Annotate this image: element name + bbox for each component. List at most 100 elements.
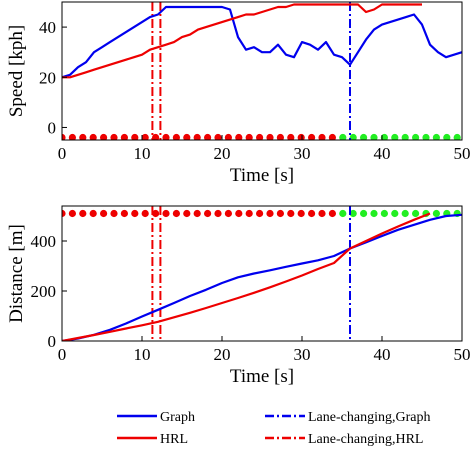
status-marker (89, 209, 97, 218)
legend-label: Graph (160, 410, 195, 425)
status-marker (360, 209, 368, 218)
status-marker (308, 133, 316, 140)
status-marker (214, 133, 222, 140)
status-marker (235, 133, 243, 140)
status-marker (266, 133, 274, 140)
status-marker (110, 209, 118, 218)
status-marker (172, 133, 180, 140)
status-marker (328, 209, 336, 218)
status-marker (349, 133, 357, 140)
status-marker (276, 209, 284, 218)
x-tick-label: 50 (454, 345, 471, 364)
status-marker (318, 133, 326, 140)
status-marker (297, 133, 305, 140)
status-marker (443, 133, 451, 140)
series-graph-line (62, 213, 462, 341)
status-marker (120, 133, 128, 140)
x-tick-label: 0 (58, 144, 67, 163)
status-marker (370, 133, 378, 140)
distance-plot: 0 10 20 30 40 50 0 200 400 Time [s] Distance [m] (6, 205, 471, 387)
status-marker (432, 133, 440, 140)
status-marker (131, 209, 139, 218)
y-tick-label: 0 (48, 118, 57, 137)
status-marker (256, 209, 264, 218)
x-tick-label: 30 (294, 144, 311, 163)
status-marker (204, 133, 212, 140)
x-axis-label: Time [s] (230, 165, 294, 186)
status-marker (297, 209, 305, 218)
status-marker (339, 209, 347, 218)
status-marker (152, 133, 160, 140)
legend-label: HRL (160, 432, 188, 447)
status-marker (235, 209, 243, 218)
x-tick-label: 0 (58, 345, 67, 364)
status-marker (360, 133, 368, 140)
status-marker (79, 209, 87, 218)
status-marker (141, 209, 149, 218)
status-marker (79, 133, 87, 140)
status-marker (391, 209, 399, 218)
legend-label: Lane-changing,HRL (308, 432, 423, 447)
x-tick-label: 30 (294, 345, 311, 364)
status-marker (245, 209, 253, 218)
status-marker (110, 133, 118, 140)
status-marker (276, 133, 284, 140)
status-marker (370, 209, 378, 218)
status-marker (89, 133, 97, 140)
y-tick-label: 20 (39, 68, 56, 87)
status-marker (339, 133, 347, 140)
x-tick-label: 20 (214, 345, 231, 364)
axes-frame (61, 1, 463, 141)
status-marker (204, 209, 212, 218)
plot-area (62, 2, 462, 140)
y-axis-label: Speed [kph] (6, 25, 27, 117)
status-marker (62, 209, 66, 218)
status-marker (100, 209, 108, 218)
status-marker (432, 209, 440, 218)
status-marker (308, 209, 316, 218)
status-marker (224, 209, 232, 218)
x-tick-label: 50 (454, 144, 471, 163)
legend-label: Lane-changing,Graph (308, 410, 430, 425)
status-marker (141, 133, 149, 140)
series-hrl-line (62, 212, 431, 341)
status-marker (183, 209, 191, 218)
status-marker (68, 209, 76, 218)
x-axis-label: Time [s] (230, 366, 294, 387)
y-tick-label: 40 (39, 18, 56, 37)
status-marker (162, 133, 170, 140)
status-marker (412, 133, 420, 140)
legend: Graph Lane-changing,Graph HRL Lane-changing… (117, 410, 430, 447)
status-marker (401, 209, 409, 218)
status-marker (245, 133, 253, 140)
status-marker (162, 209, 170, 218)
x-tick-label: 10 (134, 345, 151, 364)
y-tick-label: 200 (31, 282, 57, 301)
status-marker (422, 133, 430, 140)
speed-plot: 0 10 20 30 40 50 0 20 40 Time [s] Speed [kph] (6, 1, 471, 186)
status-marker (318, 209, 326, 218)
x-tick-label: 10 (134, 144, 151, 163)
status-marker (401, 133, 409, 140)
status-marker (172, 209, 180, 218)
x-tick-label: 20 (214, 144, 231, 163)
series-hrl-line (62, 3, 422, 79)
status-marker (131, 133, 139, 140)
status-marker (380, 133, 388, 140)
status-marker (412, 209, 420, 218)
status-marker (100, 133, 108, 140)
y-tick-label: 400 (31, 232, 57, 251)
status-marker (193, 209, 201, 218)
x-tick-label: 40 (374, 144, 391, 163)
status-marker (256, 133, 264, 140)
status-marker (120, 209, 128, 218)
series-graph-line (62, 5, 462, 79)
status-marker (152, 209, 160, 218)
status-marker (183, 133, 191, 140)
status-marker (287, 133, 295, 140)
status-marker (62, 133, 66, 140)
plot-area (62, 206, 462, 341)
status-marker (68, 133, 76, 140)
status-marker (380, 209, 388, 218)
